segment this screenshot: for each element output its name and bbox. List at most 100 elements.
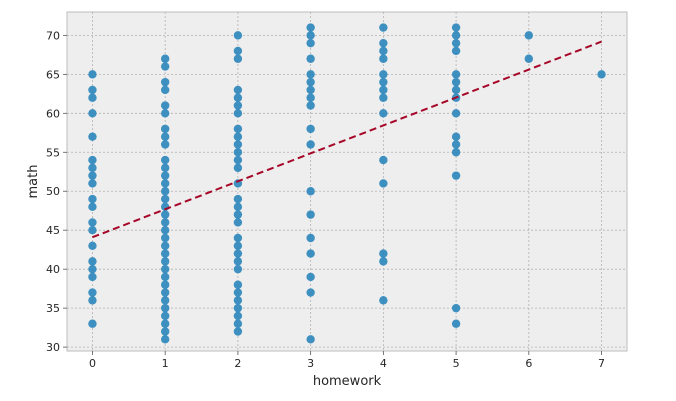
data-point	[160, 303, 170, 313]
data-point	[88, 171, 97, 180]
data-point	[451, 148, 461, 157]
data-point	[160, 327, 170, 336]
data-point	[379, 77, 388, 87]
data-point	[306, 187, 315, 196]
data-point	[379, 23, 388, 32]
data-point	[451, 23, 461, 32]
data-point	[306, 210, 315, 219]
data-point	[233, 31, 243, 40]
data-point	[88, 85, 97, 95]
data-point	[233, 132, 243, 141]
data-point	[160, 249, 170, 258]
data-point	[88, 264, 97, 274]
data-point	[160, 109, 170, 118]
data-point	[160, 226, 170, 235]
data-point	[306, 77, 315, 87]
data-point	[160, 335, 170, 344]
data-point	[88, 288, 97, 297]
data-point	[379, 296, 388, 305]
x-axis-label: homework	[313, 374, 382, 389]
data-point	[306, 93, 315, 102]
data-point	[160, 77, 170, 87]
data-point	[233, 210, 243, 219]
data-point	[306, 70, 315, 79]
data-point	[160, 187, 170, 196]
data-point	[160, 319, 170, 328]
y-tick-label: 55	[46, 146, 60, 159]
data-point	[379, 257, 388, 266]
data-point	[306, 31, 315, 40]
data-point	[88, 257, 97, 266]
x-tick-label: 2	[234, 357, 241, 370]
data-point	[233, 296, 243, 305]
data-point	[233, 85, 243, 95]
data-point	[160, 124, 170, 134]
data-point	[379, 93, 388, 102]
data-point	[306, 124, 315, 134]
data-point	[379, 179, 388, 188]
data-point	[160, 179, 170, 188]
data-point	[306, 140, 315, 149]
data-point	[451, 85, 461, 95]
data-point	[233, 257, 243, 266]
data-point	[451, 132, 461, 141]
x-tick-label: 6	[525, 357, 532, 370]
data-point	[160, 280, 170, 289]
data-point	[233, 264, 243, 274]
y-tick-label: 60	[46, 107, 60, 120]
data-point	[160, 311, 170, 321]
data-point	[451, 70, 461, 79]
data-point	[233, 319, 243, 328]
data-point	[597, 70, 606, 79]
data-point	[379, 70, 388, 79]
data-point	[306, 23, 315, 32]
data-point	[160, 194, 170, 204]
data-point	[379, 85, 388, 95]
data-point	[451, 303, 461, 313]
data-point	[379, 249, 388, 258]
grid-lines	[67, 12, 627, 351]
regression-line	[92, 40, 602, 239]
data-point	[160, 288, 170, 297]
y-tick-label: 30	[46, 341, 60, 354]
x-tick-label: 3	[307, 357, 314, 370]
data-point	[233, 288, 243, 297]
data-point	[160, 85, 170, 95]
data-point	[233, 163, 243, 173]
data-point	[379, 46, 388, 56]
data-point	[451, 319, 461, 328]
data-point	[88, 319, 97, 328]
x-tick-label: 5	[453, 357, 460, 370]
y-tick-label: 65	[46, 68, 60, 81]
data-point	[306, 335, 315, 344]
data-point	[306, 101, 315, 110]
data-point	[88, 70, 97, 79]
data-point	[451, 31, 461, 40]
x-tick-label: 7	[598, 357, 605, 370]
data-point	[160, 171, 170, 180]
data-point	[160, 101, 170, 110]
data-point	[451, 140, 461, 149]
data-point	[160, 54, 170, 63]
data-point	[160, 241, 170, 250]
data-point	[233, 101, 243, 110]
data-point	[451, 46, 461, 56]
data-point	[233, 218, 243, 227]
data-point	[379, 54, 388, 63]
data-point	[451, 77, 461, 87]
data-point	[233, 148, 243, 157]
data-point	[233, 241, 243, 250]
data-point	[233, 155, 243, 165]
data-point	[88, 272, 97, 282]
data-point	[233, 202, 243, 212]
plot-area	[66, 11, 628, 352]
y-axis-label: math	[26, 165, 41, 199]
data-point	[160, 257, 170, 266]
y-tick-label: 35	[46, 302, 60, 315]
data-point	[451, 109, 461, 118]
data-point	[233, 303, 243, 313]
data-point	[306, 85, 315, 95]
